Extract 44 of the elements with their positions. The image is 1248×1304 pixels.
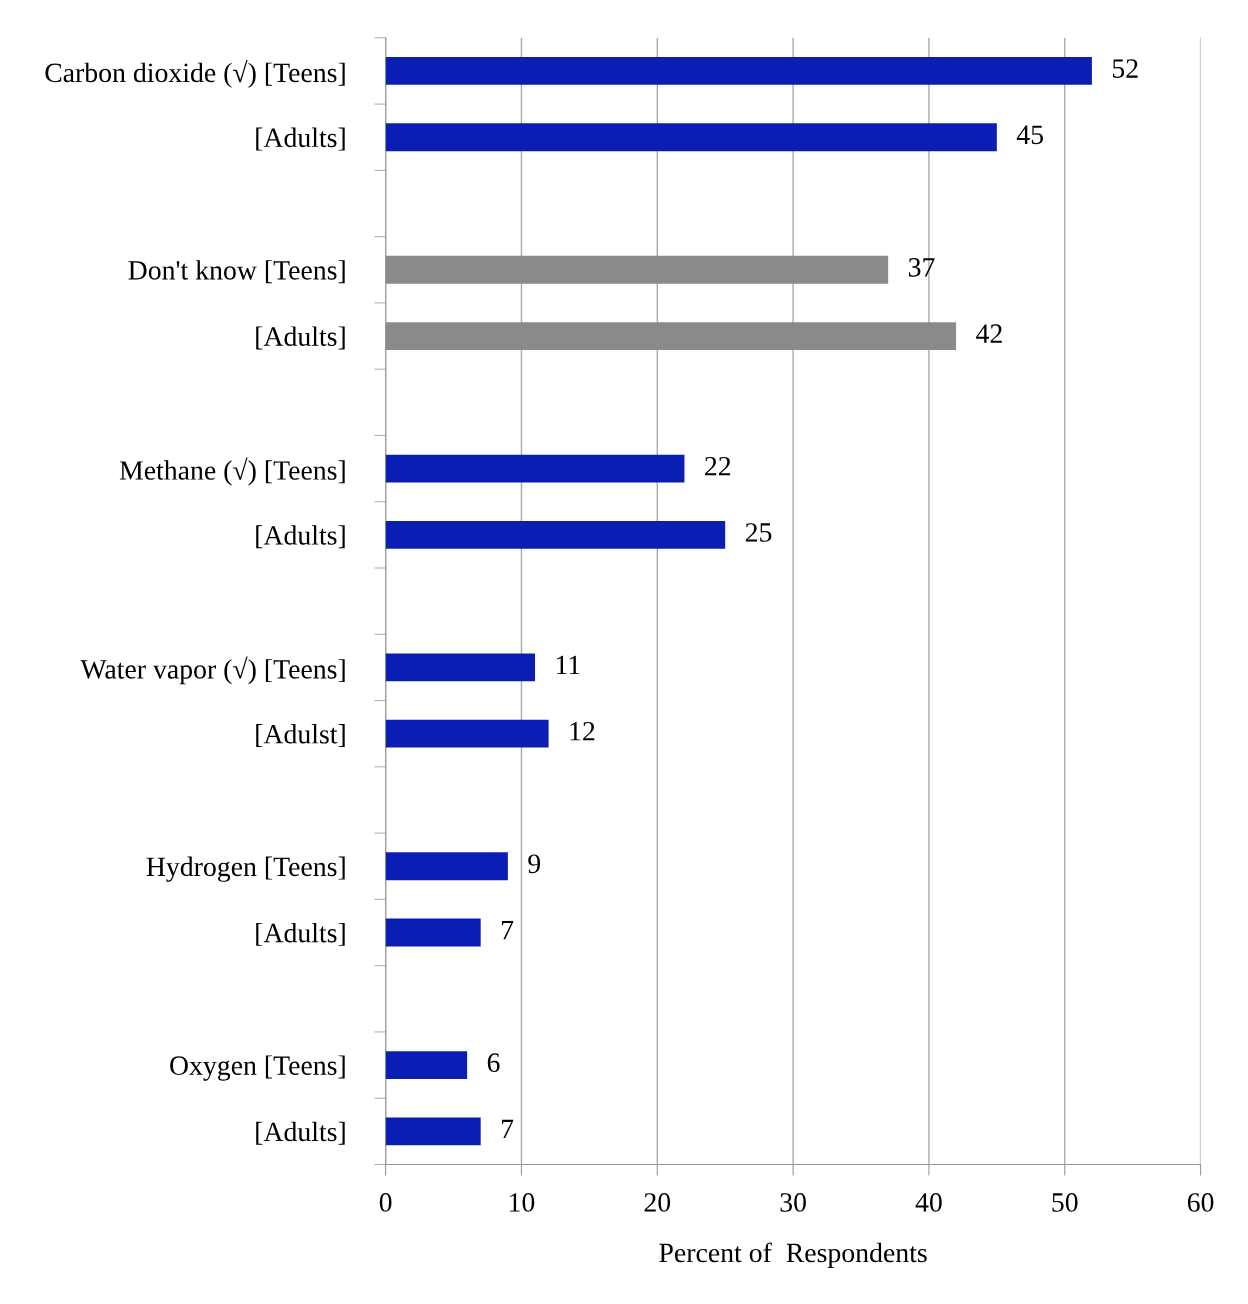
bar — [385, 57, 1092, 85]
data-label: 6 — [487, 1053, 500, 1073]
y-tick-label: Water vapor (√) [Teens] — [80, 656, 345, 685]
y-tick-label: Methane (√) [Teens] — [119, 457, 345, 486]
bar — [385, 653, 536, 682]
data-label: 22 — [705, 456, 731, 476]
y-tick-label: [Adulst] — [256, 724, 345, 748]
bar — [385, 255, 889, 284]
bar — [385, 322, 957, 350]
bar — [385, 719, 549, 748]
data-label: 9 — [528, 854, 541, 874]
y-tick-label: [Adults] — [256, 922, 345, 946]
data-label: 12 — [570, 721, 595, 741]
data-label: 37 — [908, 258, 935, 277]
bar — [385, 1051, 468, 1079]
data-label: 11 — [556, 655, 580, 675]
y-tick-label: [Adults] — [256, 525, 345, 549]
data-label: 7 — [501, 1119, 514, 1139]
bar — [385, 454, 685, 483]
y-tick-label: [Adults] — [256, 127, 345, 151]
y-tick-label: Don't know [Teens] — [128, 260, 345, 284]
bar — [385, 1117, 481, 1146]
data-label: 7 — [501, 921, 514, 940]
y-tick-label: Hydrogen [Teens] — [146, 856, 345, 882]
data-label: 25 — [745, 523, 772, 542]
x-tick-label: 0 — [379, 1193, 392, 1212]
bar — [385, 123, 997, 152]
bar — [385, 520, 726, 549]
bar — [385, 918, 481, 947]
bar — [385, 852, 508, 881]
x-tick-label: 40 — [915, 1193, 942, 1212]
data-label: 42 — [976, 324, 1002, 343]
y-tick-label: Carbon dioxide (√) [Teens] — [45, 59, 345, 88]
x-axis-title: Percent of Respondents — [659, 1242, 927, 1268]
y-tick-label: [Adults] — [256, 326, 345, 350]
data-label: 45 — [1016, 125, 1043, 145]
x-tick-label: 50 — [1052, 1193, 1078, 1212]
x-tick-label: 60 — [1187, 1193, 1214, 1212]
y-tick-label: [Adults] — [256, 1121, 345, 1145]
x-tick-label: 20 — [644, 1193, 671, 1212]
data-label: 52 — [1112, 59, 1138, 78]
x-tick-label: 30 — [780, 1193, 806, 1212]
x-tick-label: 10 — [510, 1193, 535, 1212]
y-tick-label: Oxygen [Teens] — [170, 1055, 345, 1081]
